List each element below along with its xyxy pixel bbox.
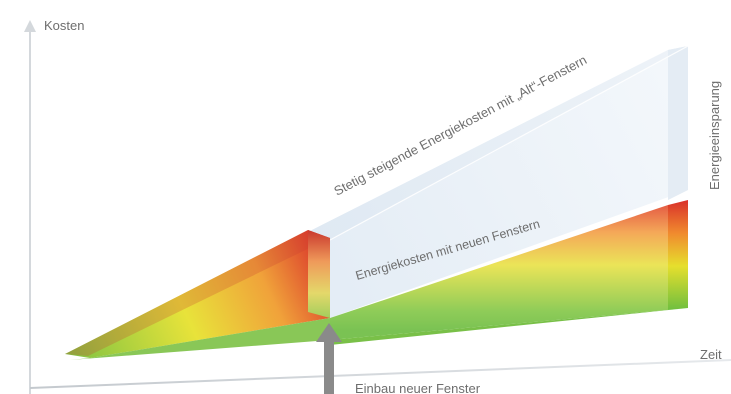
installation-label: Einbau neuer Fenster <box>355 381 481 394</box>
savings-label: Energieeinsparung <box>707 81 722 190</box>
glass-end-face <box>668 46 688 200</box>
installation-arrow-icon <box>316 323 342 394</box>
x-axis <box>29 359 731 389</box>
y-axis <box>24 20 36 394</box>
wedge-front-face <box>65 230 330 358</box>
band-end-face <box>668 200 688 310</box>
wedge-step-face <box>308 230 330 318</box>
x-axis-label: Zeit <box>700 347 722 362</box>
band-front-face <box>330 205 668 340</box>
glass-front-face <box>308 46 688 318</box>
glass-top-face <box>308 46 688 240</box>
y-axis-label: Kosten <box>44 18 84 33</box>
new-windows-cost-band <box>70 200 688 360</box>
x-axis-line <box>29 359 731 389</box>
y-axis-arrow-icon <box>24 20 36 32</box>
old-windows-cost-slab <box>308 45 689 318</box>
cost-wedge-before-installation <box>65 230 330 358</box>
